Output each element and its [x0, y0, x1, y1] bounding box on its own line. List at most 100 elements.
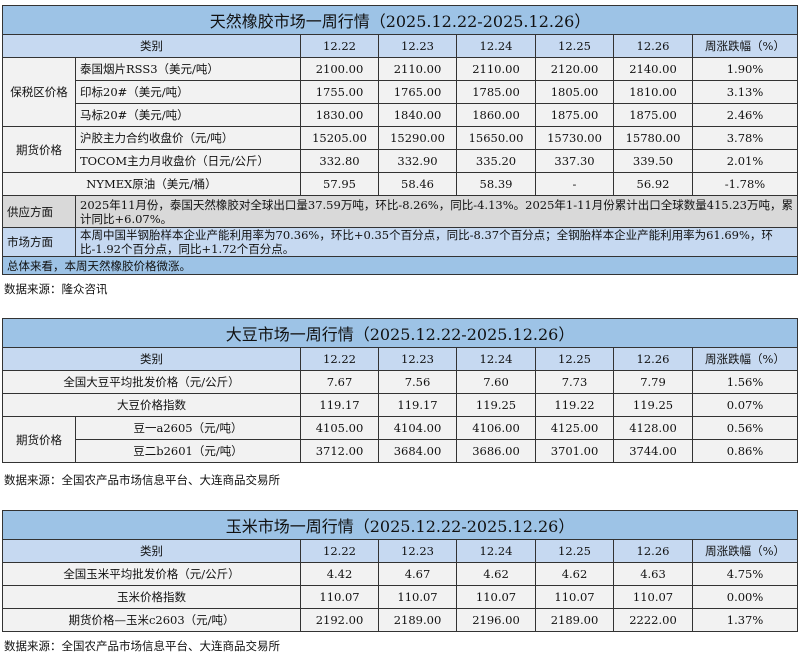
- cell: 4.62: [456, 562, 536, 586]
- cell: 110.07: [300, 585, 379, 609]
- row-label: 马标20#（美元/吨）: [75, 103, 301, 127]
- table-row: 期货价格 沪胶主力合约收盘价（元/吨） 15205.00 15290.00 15650.…: [2, 126, 799, 173]
- group-label: 期货价格: [2, 126, 76, 173]
- cell: -1.78%: [691, 172, 799, 196]
- cell: 0.56%: [691, 416, 799, 440]
- cell: 119.17: [378, 393, 457, 417]
- header-date: 12.22: [300, 34, 379, 58]
- source-note: 数据来源：全国农产品市场信息平台、大连商品交易所: [4, 639, 280, 653]
- header-date: 12.24: [456, 539, 536, 563]
- cell: 4106.00: [456, 416, 536, 440]
- header-date: 12.22: [300, 539, 379, 563]
- cell: 2222.00: [613, 608, 693, 632]
- cell: 119.22: [535, 393, 614, 417]
- header-date: 12.22: [300, 347, 379, 371]
- header-change: 周涨跌幅（%）: [691, 34, 799, 58]
- table-row: NYMEX原油（美元/桶） 57.95 58.46 58.39-56.92 -1.78%: [2, 172, 799, 196]
- cell: 2192.00: [300, 608, 379, 632]
- cell: 3.13%: [691, 80, 799, 104]
- cell: 2.01%: [691, 149, 799, 173]
- cell: 119.17: [300, 393, 379, 417]
- table-row: 大豆价格指数 119.17 119.17 119.25 119.22 119.25 0.07…: [2, 393, 799, 417]
- cell: 7.56: [378, 370, 457, 394]
- source-note: 数据来源：隆众咨讯: [4, 282, 108, 296]
- cell: 4125.00: [535, 416, 614, 440]
- cell: 15290.00: [378, 126, 457, 150]
- cell: 332.80: [300, 149, 379, 173]
- cell: 4104.00: [378, 416, 457, 440]
- market-text: 本周中国半钢胎样本企业产能利用率为70.36%，环比+0.35个百分点，同比-8…: [74, 227, 799, 257]
- cell: 15780.00: [613, 126, 693, 150]
- header-date: 12.24: [456, 347, 536, 371]
- cell: 3686.00: [456, 439, 536, 463]
- table-title: 大豆市场一周行情（2025.12.22-2025.12.26）: [1, 318, 799, 348]
- cell: 4.62: [535, 562, 614, 586]
- cell: 0.00%: [691, 585, 799, 609]
- table-title: 天然橡胶市场一周行情（2025.12.22-2025.12.26）: [1, 5, 799, 35]
- source-note: 数据来源：全国农产品市场信息平台、大连商品交易所: [4, 473, 280, 487]
- cell: 335.20: [456, 149, 536, 173]
- header-date: 12.23: [378, 34, 457, 58]
- soy-table: 大豆市场一周行情（2025.12.22-2025.12.26） 类别 12.22 1…: [1, 318, 799, 463]
- table-title: 玉米市场一周行情（2025.12.22-2025.12.26）: [1, 510, 799, 540]
- cell: 1755.00: [300, 80, 379, 104]
- header-date: 12.25: [535, 347, 614, 371]
- rubber-table: 天然橡胶市场一周行情（2025.12.22-2025.12.26） 类别 12.2…: [1, 5, 799, 275]
- header-change: 周涨跌幅（%）: [691, 347, 799, 371]
- cell: 1840.00: [378, 103, 457, 127]
- row-label: 印标20#（美元/吨）: [75, 80, 301, 104]
- cell: 1.56%: [691, 370, 799, 394]
- row-label: 玉米价格指数: [2, 585, 301, 609]
- cell: 3.78%: [691, 126, 799, 150]
- cell: 15205.00: [300, 126, 379, 150]
- row-label: 沪胶主力合约收盘价（元/吨）: [75, 126, 301, 150]
- cell: 1765.00: [378, 80, 457, 104]
- cell: 1875.00: [613, 103, 693, 127]
- cell: 3684.00: [378, 439, 457, 463]
- cell: 58.39: [456, 172, 536, 196]
- cell: 110.07: [613, 585, 693, 609]
- cell: 15650.00: [456, 126, 536, 150]
- corn-table: 玉米市场一周行情（2025.12.22-2025.12.26） 类别 12.22 1…: [1, 510, 799, 632]
- header-category: 类别: [2, 539, 301, 563]
- cell: 4128.00: [613, 416, 693, 440]
- cell: 2110.00: [456, 57, 536, 81]
- cell: 1875.00: [535, 103, 614, 127]
- cell: 58.46: [378, 172, 457, 196]
- cell: 4.63: [613, 562, 693, 586]
- header-category: 类别: [2, 34, 301, 58]
- row-label: 大豆价格指数: [2, 393, 301, 417]
- row-label: NYMEX原油（美元/桶）: [2, 172, 301, 196]
- cell: 1805.00: [535, 80, 614, 104]
- cell: 337.30: [535, 149, 614, 173]
- supply-label: 供应方面: [2, 195, 76, 228]
- row-label: TOCOM主力月收盘价（日元/公斤）: [75, 149, 301, 173]
- header-change: 周涨跌幅（%）: [691, 539, 799, 563]
- cell: 57.95: [300, 172, 379, 196]
- cell: 332.90: [378, 149, 457, 173]
- cell: 7.67: [300, 370, 379, 394]
- cell: 0.07%: [691, 393, 799, 417]
- cell: 119.25: [613, 393, 693, 417]
- table-row: 马标20#（美元/吨） 1830.00 1840.00 1860.00 1875.00 1…: [3, 103, 799, 127]
- header-date: 12.23: [378, 347, 457, 371]
- cell: 3712.00: [300, 439, 379, 463]
- row-label: 豆二b2601（元/吨）: [75, 439, 301, 463]
- header-date: 12.24: [456, 34, 536, 58]
- cell: 4.75%: [691, 562, 799, 586]
- cell: 2196.00: [456, 608, 536, 632]
- header-date: 12.23: [378, 539, 457, 563]
- header-date: 12.26: [613, 539, 693, 563]
- cell: 4.42: [300, 562, 379, 586]
- cell: 2189.00: [378, 608, 457, 632]
- cell: 1860.00: [456, 103, 536, 127]
- row-label: 期货价格—玉米c2603（元/吨）: [2, 608, 301, 632]
- table-row: 期货价格—玉米c2603（元/吨） 2192.00 2189.00 2196.00 21…: [2, 608, 799, 632]
- group-label: 期货价格: [2, 416, 76, 463]
- row-label: 全国大豆平均批发价格（元/公斤）: [2, 370, 301, 394]
- cell: 1810.00: [613, 80, 693, 104]
- cell: 1.90%: [691, 57, 799, 81]
- cell: 119.25: [456, 393, 536, 417]
- row-label: 泰国烟片RSS3（美元/吨）: [75, 57, 301, 81]
- table-row: 豆二b2601（元/吨） 3712.00 3684.00 3686.00 3701.00…: [3, 439, 799, 463]
